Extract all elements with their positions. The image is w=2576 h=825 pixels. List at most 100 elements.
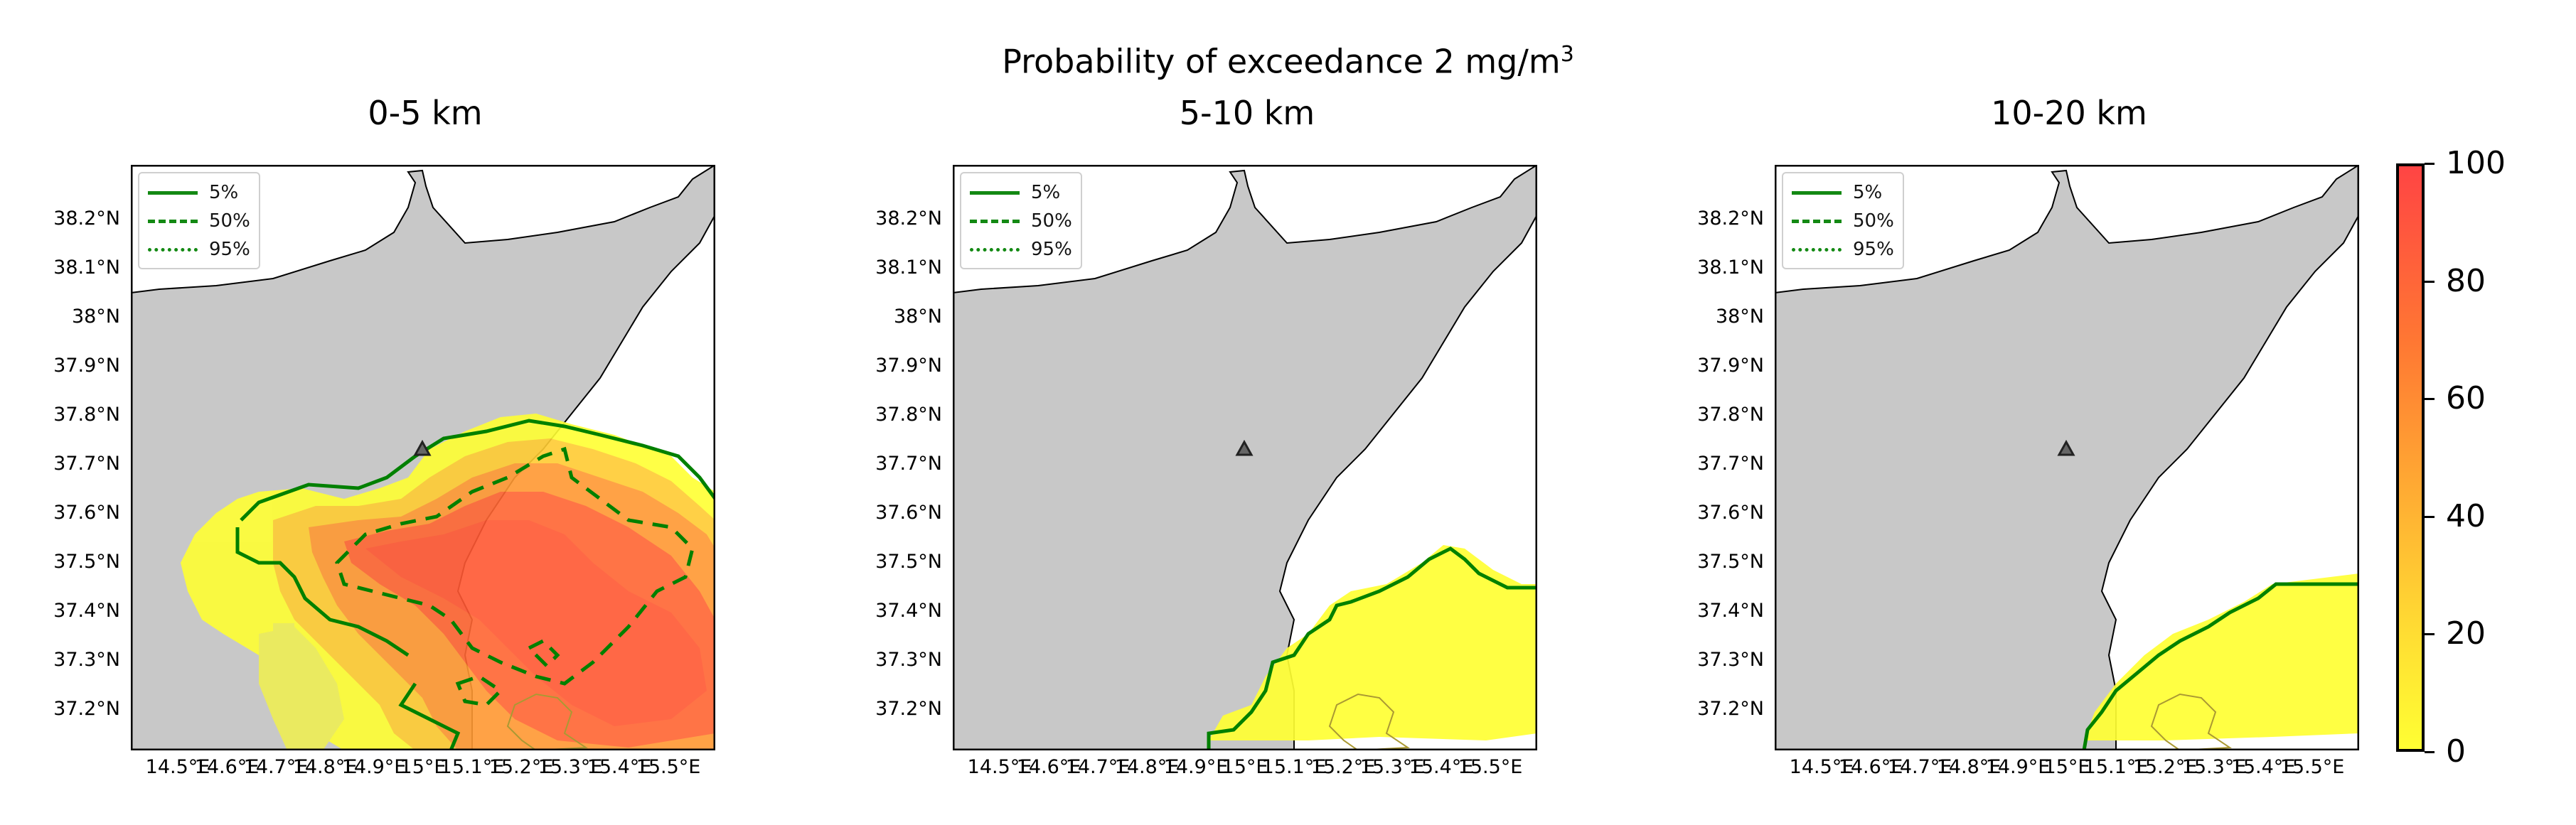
colorbar-tick-mark bbox=[2425, 280, 2435, 283]
x-tick-label: 14.5°E bbox=[1789, 756, 1854, 778]
colorbar-tick-label: 20 bbox=[2446, 615, 2486, 652]
x-tick-label: 15.5°E bbox=[636, 756, 701, 778]
y-tick-label: 37.3°N bbox=[1697, 649, 1764, 671]
x-tick-label: 15.4°E bbox=[2230, 756, 2296, 778]
colorbar-tick-mark bbox=[2425, 633, 2435, 636]
y-tick-label: 38.1°N bbox=[53, 257, 120, 279]
x-tick-label: 15.1°E bbox=[1261, 756, 1327, 778]
x-tick-label: 15.4°E bbox=[587, 756, 652, 778]
legend-10-20km: 5% 50% 95% bbox=[1782, 172, 1904, 269]
volcano-marker bbox=[2057, 439, 2075, 456]
y-tick-label: 37.6°N bbox=[875, 502, 942, 524]
x-tick-label: 15.4°E bbox=[1409, 756, 1474, 778]
x-tick-label: 14.6°E bbox=[194, 756, 260, 778]
x-tick-label: 15.1°E bbox=[439, 756, 505, 778]
y-tick-label: 38°N bbox=[1715, 306, 1764, 328]
x-tick-label: 14.8°E bbox=[292, 756, 358, 778]
map-panel-0-5km: 5% 50% 95% bbox=[131, 165, 715, 750]
y-tick-label: 38.1°N bbox=[1697, 257, 1764, 279]
y-tick-label: 37.9°N bbox=[1697, 355, 1764, 377]
y-tick-label: 38.2°N bbox=[53, 207, 120, 230]
x-tick-label: 15.5°E bbox=[2280, 756, 2345, 778]
x-tick-label: 15.2°E bbox=[1310, 756, 1376, 778]
y-tick-label: 37.3°N bbox=[53, 649, 120, 671]
contour-5pct bbox=[2082, 582, 2359, 750]
y-tick-label: 37.4°N bbox=[53, 600, 120, 622]
probability-field bbox=[2084, 573, 2359, 740]
legend-50pct: 50% bbox=[209, 210, 250, 232]
panel-title-5-10km: 5-10 km bbox=[1179, 94, 1315, 132]
map-panel-10-20km: 5% 50% 95% bbox=[1775, 165, 2359, 750]
map-panel-10-20km-plot bbox=[1775, 165, 2359, 750]
x-tick-label: 15.5°E bbox=[1458, 756, 1523, 778]
colorbar-tick-mark bbox=[2425, 398, 2435, 401]
x-tick-label: 15.3°E bbox=[538, 756, 603, 778]
contour-5pct bbox=[1207, 546, 1537, 750]
y-tick-label: 37.5°N bbox=[1697, 551, 1764, 573]
y-tick-label: 37.7°N bbox=[875, 453, 942, 475]
x-tick-label: 15°E bbox=[1222, 756, 1268, 778]
x-tick-label: 14.6°E bbox=[1838, 756, 1903, 778]
y-tick-label: 38.2°N bbox=[875, 207, 942, 230]
legend-0-5km: 5% 50% 95% bbox=[138, 172, 260, 269]
y-tick-label: 37.8°N bbox=[53, 404, 120, 426]
probability-field bbox=[1209, 545, 1537, 740]
contour-50pct bbox=[335, 446, 695, 707]
panel-title-0-5km: 0-5 km bbox=[368, 94, 483, 132]
legend-5-10km: 5% 50% 95% bbox=[960, 172, 1082, 269]
y-tick-label: 37.9°N bbox=[875, 355, 942, 377]
x-tick-label: 15°E bbox=[2043, 756, 2090, 778]
y-tick-label: 38.2°N bbox=[1697, 207, 1764, 230]
map-panel-0-5km-plot bbox=[131, 165, 715, 750]
y-tick-label: 37.2°N bbox=[875, 698, 942, 720]
y-tick-label: 37.5°N bbox=[53, 551, 120, 573]
x-tick-label: 14.7°E bbox=[1887, 756, 1952, 778]
y-tick-label: 37.6°N bbox=[53, 502, 120, 524]
volcano-marker bbox=[413, 439, 432, 456]
x-tick-label: 14.7°E bbox=[1065, 756, 1131, 778]
y-tick-label: 37.7°N bbox=[1697, 453, 1764, 475]
y-tick-label: 37.7°N bbox=[53, 453, 120, 475]
y-tick-label: 38°N bbox=[893, 306, 942, 328]
y-tick-label: 37.4°N bbox=[875, 600, 942, 622]
colorbar-tick-mark bbox=[2425, 751, 2435, 753]
y-tick-label: 37.3°N bbox=[875, 649, 942, 671]
x-tick-label: 14.9°E bbox=[341, 756, 407, 778]
colorbar-tick-label: 40 bbox=[2446, 497, 2486, 534]
legend-5pct: 5% bbox=[209, 182, 239, 203]
y-tick-label: 37.2°N bbox=[1697, 698, 1764, 720]
x-tick-label: 14.8°E bbox=[1936, 756, 2002, 778]
panel-title-10-20km: 10-20 km bbox=[1991, 94, 2147, 132]
x-tick-label: 14.5°E bbox=[967, 756, 1032, 778]
y-tick-label: 37.8°N bbox=[875, 404, 942, 426]
legend-95pct: 95% bbox=[209, 239, 250, 260]
volcano-marker bbox=[1235, 439, 1254, 456]
x-tick-label: 15.3°E bbox=[1359, 756, 1425, 778]
colorbar-tick-label: 60 bbox=[2446, 380, 2486, 417]
colorbar-tick-label: 80 bbox=[2446, 262, 2486, 299]
colorbar-tick-label: 0 bbox=[2446, 733, 2466, 770]
x-tick-label: 15.2°E bbox=[2132, 756, 2198, 778]
colorbar-tick-mark bbox=[2425, 163, 2435, 165]
map-panel-5-10km: 5% 50% 95% bbox=[953, 165, 1537, 750]
y-tick-label: 37.6°N bbox=[1697, 502, 1764, 524]
y-tick-label: 37.4°N bbox=[1697, 600, 1764, 622]
colorbar-tick-mark bbox=[2425, 515, 2435, 518]
x-tick-label: 14.6°E bbox=[1016, 756, 1081, 778]
probability-field bbox=[181, 414, 715, 750]
y-tick-label: 37.8°N bbox=[1697, 404, 1764, 426]
y-tick-label: 37.9°N bbox=[53, 355, 120, 377]
x-tick-label: 15.2°E bbox=[488, 756, 554, 778]
contour-5pct bbox=[235, 419, 715, 750]
y-tick-label: 38°N bbox=[71, 306, 120, 328]
colorbar bbox=[2396, 163, 2425, 752]
colorbar-tick-label: 100 bbox=[2446, 145, 2506, 181]
y-tick-label: 37.2°N bbox=[53, 698, 120, 720]
x-tick-label: 14.5°E bbox=[145, 756, 210, 778]
x-tick-label: 14.8°E bbox=[1114, 756, 1180, 778]
x-tick-label: 14.9°E bbox=[1163, 756, 1229, 778]
x-tick-label: 15.3°E bbox=[2181, 756, 2247, 778]
figure-suptitle: Probability of exceedance 2 mg/m3 bbox=[1002, 42, 1574, 81]
x-tick-label: 14.7°E bbox=[243, 756, 309, 778]
x-tick-label: 15.1°E bbox=[2083, 756, 2149, 778]
